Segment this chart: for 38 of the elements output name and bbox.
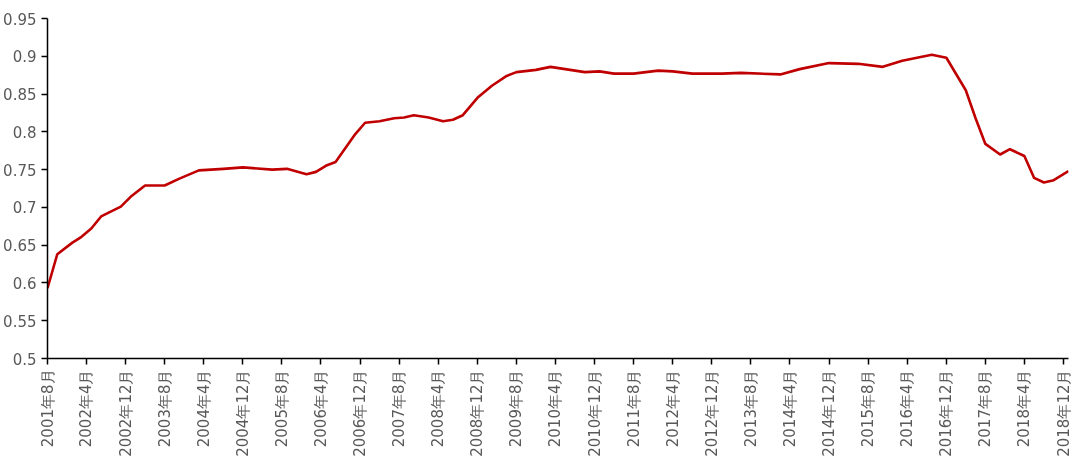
x-tick-label: 2007年8月 (390, 369, 409, 448)
y-tick-label: 0.6 (12, 274, 37, 293)
y-tick-label: 0.65 (3, 237, 37, 256)
x-tick-label: 2009年8月 (507, 369, 526, 448)
x-tick-label: 2008年12月 (468, 369, 487, 457)
line-series (47, 53, 1069, 290)
x-tick-label: 2003年8月 (155, 369, 174, 448)
y-tick-label: 0.8 (12, 123, 37, 142)
x-tick-label: 2017年8月 (976, 369, 995, 448)
x-tick-label: 2006年12月 (351, 369, 370, 457)
x-tick-label: 2012年4月 (663, 369, 682, 448)
x-tick-label: 2012年12月 (702, 369, 721, 457)
x-tick-label: 2010年12月 (585, 369, 604, 457)
x-tick-label: 2018年12月 (1054, 369, 1073, 457)
x-tick-label: 2006年4月 (311, 369, 330, 448)
x-tick-label: 2005年8月 (272, 369, 291, 448)
x-tick-label: 2010年4月 (546, 369, 565, 448)
x-tick-label: 2001年8月 (38, 369, 57, 448)
x-tick-label: 2004年4月 (194, 369, 213, 448)
x-tick-label: 2008年4月 (429, 369, 448, 448)
x-tick-label: 2018年4月 (1015, 369, 1034, 448)
x-tick-label: 2004年12月 (233, 369, 252, 457)
x-tick-label: 2013年8月 (741, 369, 760, 448)
y-tick-label: 0.75 (3, 161, 37, 180)
x-tick-label: 2002年12月 (116, 369, 135, 457)
x-tick-label: 2016年4月 (898, 369, 917, 448)
x-tick-label: 2002年4月 (77, 369, 96, 448)
x-tick-label: 2016年12月 (937, 369, 956, 457)
x-tick-label: 2014年4月 (780, 369, 799, 448)
x-tick-label: 2014年12月 (820, 369, 839, 457)
x-tick-label: 2015年8月 (859, 369, 878, 448)
x-tick-label: 2011年8月 (624, 369, 643, 448)
y-tick-label: 0.85 (3, 86, 37, 105)
y-tick-label: 0.55 (3, 312, 37, 331)
y-tick-label: 0.95 (3, 10, 37, 29)
y-tick-label: 0.7 (12, 199, 37, 218)
y-tick-label: 0.5 (12, 350, 37, 369)
y-tick-label: 0.9 (12, 48, 37, 67)
